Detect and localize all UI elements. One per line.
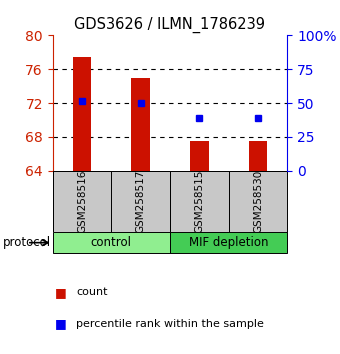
Bar [53,232,170,253]
Title: GDS3626 / ILMN_1786239: GDS3626 / ILMN_1786239 [74,16,266,33]
Bar [170,232,287,253]
Text: GSM258515: GSM258515 [194,170,204,233]
Bar [228,171,287,232]
Bar [53,171,112,232]
Text: ■: ■ [54,318,66,330]
Bar [112,171,170,232]
Text: count: count [76,287,108,297]
Text: MIF depletion: MIF depletion [189,236,268,249]
Text: GSM258517: GSM258517 [136,170,146,233]
Text: GSM258516: GSM258516 [77,170,87,233]
Text: ■: ■ [54,286,66,298]
Bar [73,57,91,171]
Text: protocol: protocol [3,236,51,249]
Bar [170,171,228,232]
Bar [190,141,209,171]
Text: percentile rank within the sample: percentile rank within the sample [76,319,265,329]
Text: control: control [91,236,132,249]
Text: GSM258530: GSM258530 [253,170,263,233]
Bar [249,141,267,171]
Bar [131,78,150,171]
